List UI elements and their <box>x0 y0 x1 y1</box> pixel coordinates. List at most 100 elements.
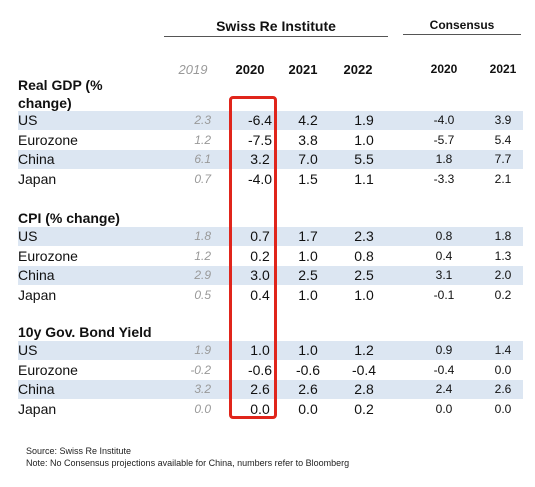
cell-c2021: 2.0 <box>494 268 512 282</box>
row-label: China <box>18 267 55 283</box>
cell-y2020: 0.4 <box>250 286 270 303</box>
cell-c2020: 3.1 <box>435 268 453 282</box>
cell-y2022: 2.3 <box>354 228 374 244</box>
table-row: China 6.1 3.2 7.0 5.5 1.8 7.7 <box>18 150 523 169</box>
cell-y2022: 1.0 <box>354 131 374 148</box>
cell-y2021: 2.6 <box>298 381 318 397</box>
cell-c2021: 0.0 <box>494 362 512 377</box>
cell-c2020: 1.8 <box>435 152 453 166</box>
cell-c2020: -4.0 <box>433 113 455 127</box>
cell-y2021: 1.0 <box>298 286 318 303</box>
cell-y2022: 0.2 <box>354 400 374 417</box>
swiss-re-institute-header: Swiss Re Institute <box>164 18 388 37</box>
table-row: Eurozone 1.2 0.2 1.0 0.8 0.4 1.3 <box>18 247 523 266</box>
cell-y2020: -0.6 <box>247 361 273 378</box>
cell-y2019: -0.2 <box>190 362 211 377</box>
highlight-2020-column <box>229 96 277 419</box>
table-row: China 3.2 2.6 2.6 2.8 2.4 2.6 <box>18 380 523 399</box>
row-label: Eurozone <box>18 131 78 148</box>
cell-y2022: 2.8 <box>354 381 374 397</box>
cell-y2020: -7.5 <box>247 131 273 148</box>
cell-y2020: 3.0 <box>250 267 270 283</box>
cell-c2020: -3.3 <box>433 171 455 186</box>
cell-c2020: 0.8 <box>435 229 453 243</box>
cell-y2019: 2.9 <box>194 268 211 282</box>
cell-c2021: 5.4 <box>494 132 512 147</box>
cell-c2020: -5.7 <box>433 132 455 147</box>
cell-y2019: 0.5 <box>194 287 211 302</box>
row-label: Eurozone <box>18 247 78 264</box>
cell-c2021: 2.6 <box>494 382 512 396</box>
table-row: Japan 0.7 -4.0 1.5 1.1 -3.3 2.1 <box>18 170 523 189</box>
cell-y2021: 1.0 <box>298 342 318 358</box>
cell-y2020: 0.2 <box>250 247 270 264</box>
year-2019-header: 2019 <box>178 62 208 77</box>
cell-y2020: -4.0 <box>247 170 273 187</box>
cell-c2021: 1.3 <box>494 248 512 263</box>
year-2022-header: 2022 <box>343 62 373 77</box>
consensus-2021-header: 2021 <box>489 62 517 76</box>
row-label: China <box>18 151 55 167</box>
table-row: Japan 0.0 0.0 0.0 0.2 0.0 0.0 <box>18 400 523 419</box>
cell-y2019: 1.8 <box>194 229 211 243</box>
cell-c2020: 0.4 <box>435 248 453 263</box>
cell-c2021: 0.2 <box>494 287 512 302</box>
cell-c2020: -0.4 <box>433 362 455 377</box>
table-row: China 2.9 3.0 2.5 2.5 3.1 2.0 <box>18 266 523 285</box>
table-row: Eurozone -0.2 -0.6 -0.6 -0.4 -0.4 0.0 <box>18 361 523 380</box>
cell-c2020: 0.0 <box>435 401 453 416</box>
section-title: Real GDP (% change) <box>18 77 103 111</box>
cell-y2021: 4.2 <box>298 112 318 128</box>
consensus-2020-header: 2020 <box>430 62 458 76</box>
cell-y2020: 1.0 <box>250 342 270 358</box>
cell-y2021: 0.0 <box>298 400 318 417</box>
source-note: Source: Swiss Re Institute <box>26 446 132 456</box>
cell-y2019: 0.7 <box>194 171 211 186</box>
cell-y2022: 1.0 <box>354 286 374 303</box>
cell-y2021: 1.0 <box>298 247 318 264</box>
cell-c2020: 0.9 <box>435 343 453 357</box>
cell-y2021: 1.5 <box>298 170 318 187</box>
cell-c2021: 0.0 <box>494 401 512 416</box>
cell-y2019: 3.2 <box>194 382 211 396</box>
cell-y2019: 1.2 <box>194 248 211 263</box>
cell-y2022: 5.5 <box>354 151 374 167</box>
row-label: Japan <box>18 286 57 303</box>
cell-c2021: 1.8 <box>494 229 512 243</box>
cell-c2021: 7.7 <box>494 152 512 166</box>
cell-y2022: 1.1 <box>354 170 374 187</box>
cell-y2019: 1.9 <box>194 343 211 357</box>
row-label: Japan <box>18 400 57 417</box>
cell-y2019: 0.0 <box>194 401 211 416</box>
cell-y2022: 0.8 <box>354 247 374 264</box>
cell-y2022: -0.4 <box>351 361 377 378</box>
cell-c2020: 2.4 <box>435 382 453 396</box>
row-label: China <box>18 381 55 397</box>
cell-c2021: 2.1 <box>494 171 512 186</box>
cell-y2019: 2.3 <box>194 113 211 127</box>
cell-c2021: 1.4 <box>494 343 512 357</box>
table-row: Japan 0.5 0.4 1.0 1.0 -0.1 0.2 <box>18 286 523 305</box>
row-label: Eurozone <box>18 361 78 378</box>
year-2020-header: 2020 <box>235 62 265 77</box>
row-label: Japan <box>18 170 57 187</box>
cell-y2021: 3.8 <box>298 131 318 148</box>
table-row: Eurozone 1.2 -7.5 3.8 1.0 -5.7 5.4 <box>18 131 523 150</box>
cell-y2021: 7.0 <box>298 151 318 167</box>
cell-y2019: 6.1 <box>194 152 211 166</box>
cell-y2022: 1.9 <box>354 112 374 128</box>
table-row: US 1.8 0.7 1.7 2.3 0.8 1.8 <box>18 227 523 246</box>
cell-c2021: 3.9 <box>494 113 512 127</box>
row-label: US <box>18 228 38 244</box>
cell-c2020: -0.1 <box>433 287 455 302</box>
cell-y2021: 2.5 <box>298 267 318 283</box>
cell-y2022: 1.2 <box>354 342 374 358</box>
cell-y2020: 0.7 <box>250 228 270 244</box>
row-label: US <box>18 112 38 128</box>
year-2021-header: 2021 <box>288 62 318 77</box>
cell-y2019: 1.2 <box>194 132 211 147</box>
cell-y2021: -0.6 <box>295 361 321 378</box>
row-label: US <box>18 342 38 358</box>
cell-y2020: -6.4 <box>247 112 273 128</box>
cell-y2022: 2.5 <box>354 267 374 283</box>
